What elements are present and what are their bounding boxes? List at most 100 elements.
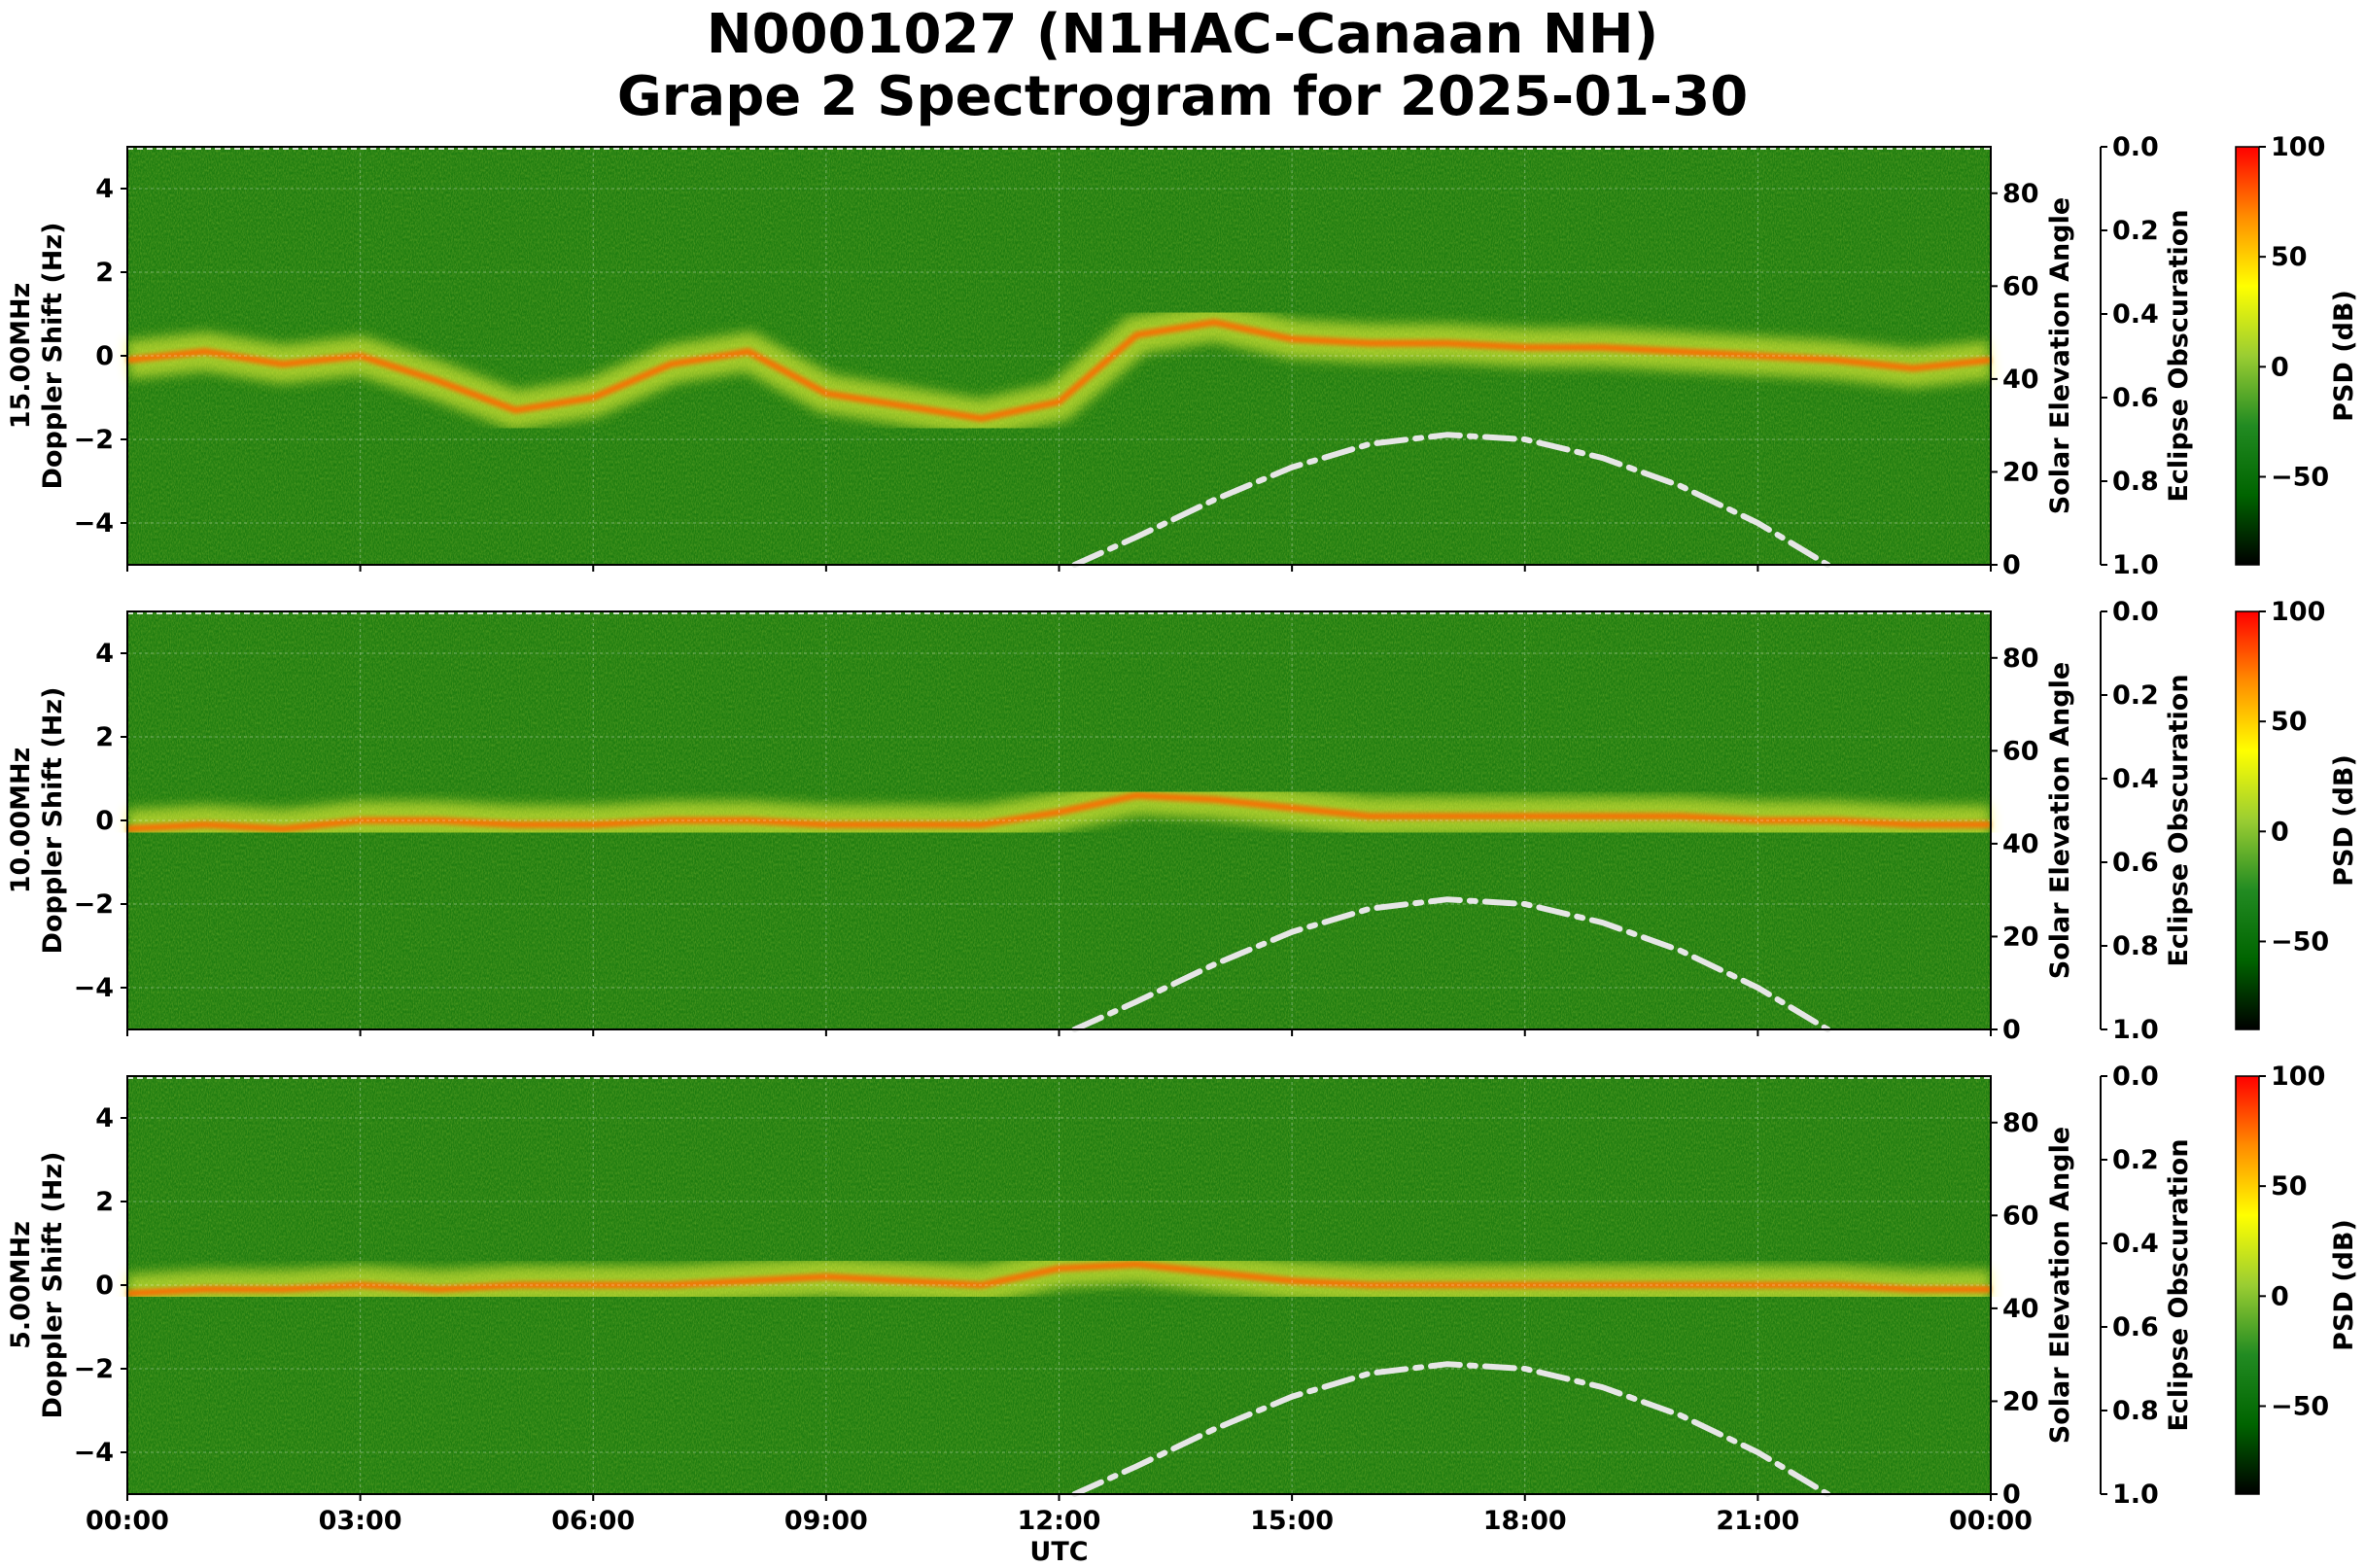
y-tick-label: 4	[95, 1103, 114, 1133]
y3-tick-label: 0.8	[2112, 467, 2159, 497]
y3-tick-label: 1.0	[2112, 1480, 2159, 1510]
carrier-trace	[126, 319, 1992, 423]
colorbar-tick-label: −50	[2271, 1391, 2329, 1421]
x-tick-label: 15:00	[1250, 1506, 1334, 1536]
y3-tick-label: 0.0	[2112, 132, 2159, 162]
y3-tick-label: 1.0	[2112, 550, 2159, 580]
y-axis-label-freq: 10.00MHz	[6, 748, 36, 894]
y-tick-label: −2	[74, 889, 114, 920]
y3-tick-label: 1.0	[2112, 1015, 2159, 1045]
colorbar-label: PSD (dB)	[2329, 290, 2359, 422]
y2-tick-label: 80	[2002, 644, 2039, 674]
colorbar-tick-label: 50	[2271, 242, 2308, 272]
y2-tick-label: 0	[2002, 1015, 2021, 1045]
colorbar-tick-label: 100	[2271, 1062, 2325, 1092]
y-tick-label: 2	[95, 1187, 114, 1217]
y-tick-label: 2	[95, 258, 114, 288]
carrier-trace	[126, 1260, 1991, 1298]
y3-tick-label: 0.4	[2112, 299, 2159, 330]
y2-tick-label: 0	[2002, 1480, 2021, 1510]
colorbar-label: PSD (dB)	[2329, 754, 2359, 887]
y3-tick-label: 0.6	[2112, 1312, 2159, 1342]
panel-15.00MHz: 420−2−415.00MHz Doppler Shift (Hz)0204060…	[6, 132, 2359, 580]
y3-tick-label: 0.4	[2112, 1229, 2159, 1259]
y2-tick-label: 40	[2002, 829, 2039, 859]
colorbar-tick-label: 0	[2271, 817, 2289, 847]
carrier-trace	[126, 791, 1991, 833]
y-tick-label: 0	[95, 1271, 114, 1301]
y-tick-label: 0	[95, 806, 114, 836]
colorbar-label: PSD (dB)	[2329, 1219, 2359, 1351]
figure-title: N0001027 (N1HAC-Canaan NH) Grape 2 Spect…	[0, 0, 2365, 128]
x-tick-label: 00:00	[86, 1506, 169, 1536]
solar-elevation-curve	[1071, 432, 1831, 568]
y-axis-label-doppler: Doppler Shift (Hz)	[38, 223, 68, 490]
colorbar-tick-label: 0	[2271, 1281, 2289, 1311]
y3-tick-label: 0.0	[2112, 597, 2159, 627]
y3-tick-label: 0.8	[2112, 1396, 2159, 1426]
y-axis-label-freq: 5.00MHz	[6, 1221, 36, 1349]
y3-tick-label: 0.0	[2112, 1062, 2159, 1092]
panel-5.00MHz: 420−2−45.00MHz Doppler Shift (Hz)02040608…	[6, 1062, 2359, 1567]
y2-tick-label: 20	[2002, 922, 2039, 952]
psd-colorbar	[2235, 610, 2260, 1030]
y2-tick-label: 20	[2002, 457, 2039, 487]
x-axis-label: UTC	[1029, 1537, 1088, 1567]
y3-tick-label: 0.4	[2112, 764, 2159, 794]
y2-tick-label: 60	[2002, 736, 2039, 766]
y-tick-label: −4	[74, 508, 114, 539]
y3-tick-label: 0.2	[2112, 216, 2159, 246]
x-tick-label: 09:00	[784, 1506, 868, 1536]
y-axis-label-doppler: Doppler Shift (Hz)	[38, 687, 68, 955]
y2-tick-label: 0	[2002, 550, 2021, 580]
y2-tick-label: 40	[2002, 365, 2039, 395]
y3-axis-label: Eclipse Obscuration	[2164, 674, 2194, 966]
x-tick-label: 21:00	[1716, 1506, 1799, 1536]
y3-tick-label: 0.8	[2112, 931, 2159, 961]
solar-elevation-curve	[1071, 896, 1831, 1032]
panel-10.00MHz: 420−2−410.00MHz Doppler Shift (Hz)0204060…	[6, 597, 2359, 1045]
x-tick-label: 12:00	[1018, 1506, 1101, 1536]
x-tick-label: 06:00	[551, 1506, 635, 1536]
solar-elevation-curve	[1071, 1361, 1831, 1497]
colorbar-tick-label: 100	[2271, 132, 2325, 162]
x-tick-label: 03:00	[319, 1506, 402, 1536]
y2-tick-label: 60	[2002, 1201, 2039, 1231]
psd-colorbar	[2235, 146, 2260, 566]
colorbar-tick-label: 50	[2271, 707, 2308, 737]
y-tick-label: −4	[74, 973, 114, 1003]
y2-axis-label: Solar Elevation Angle	[2045, 197, 2075, 514]
y-tick-label: −2	[74, 425, 114, 455]
y2-axis-label: Solar Elevation Angle	[2045, 1127, 2075, 1444]
y2-tick-label: 60	[2002, 271, 2039, 301]
psd-colorbar	[2235, 1075, 2260, 1495]
y-tick-label: 4	[95, 639, 114, 669]
colorbar-tick-label: −50	[2271, 926, 2329, 957]
y-axis-label-freq: 15.00MHz	[6, 283, 36, 430]
y-tick-label: 2	[95, 722, 114, 752]
colorbar-tick-label: −50	[2271, 462, 2329, 492]
y3-axis-label: Eclipse Obscuration	[2164, 209, 2194, 502]
y-tick-label: −4	[74, 1438, 114, 1468]
y3-tick-label: 0.6	[2112, 848, 2159, 878]
y-tick-label: −2	[74, 1354, 114, 1384]
y-tick-label: 4	[95, 174, 114, 204]
x-tick-label: 00:00	[1949, 1506, 2033, 1536]
y3-tick-label: 0.2	[2112, 680, 2159, 711]
title-line-1: N0001027 (N1HAC-Canaan NH)	[706, 3, 1659, 66]
colorbar-tick-label: 0	[2271, 352, 2289, 382]
y3-axis-label: Eclipse Obscuration	[2164, 1138, 2194, 1431]
x-tick-label: 18:00	[1483, 1506, 1567, 1536]
title-line-2: Grape 2 Spectrogram for 2025-01-30	[616, 65, 1749, 128]
y3-tick-label: 0.6	[2112, 383, 2159, 413]
y-tick-label: 0	[95, 341, 114, 371]
y2-tick-label: 40	[2002, 1294, 2039, 1324]
colorbar-tick-label: 100	[2271, 597, 2325, 627]
y2-tick-label: 80	[2002, 1108, 2039, 1138]
y-axis-label-doppler: Doppler Shift (Hz)	[38, 1152, 68, 1419]
y2-axis-label: Solar Elevation Angle	[2045, 662, 2075, 979]
y2-tick-label: 80	[2002, 179, 2039, 209]
colorbar-tick-label: 50	[2271, 1171, 2308, 1202]
y2-tick-label: 20	[2002, 1386, 2039, 1416]
